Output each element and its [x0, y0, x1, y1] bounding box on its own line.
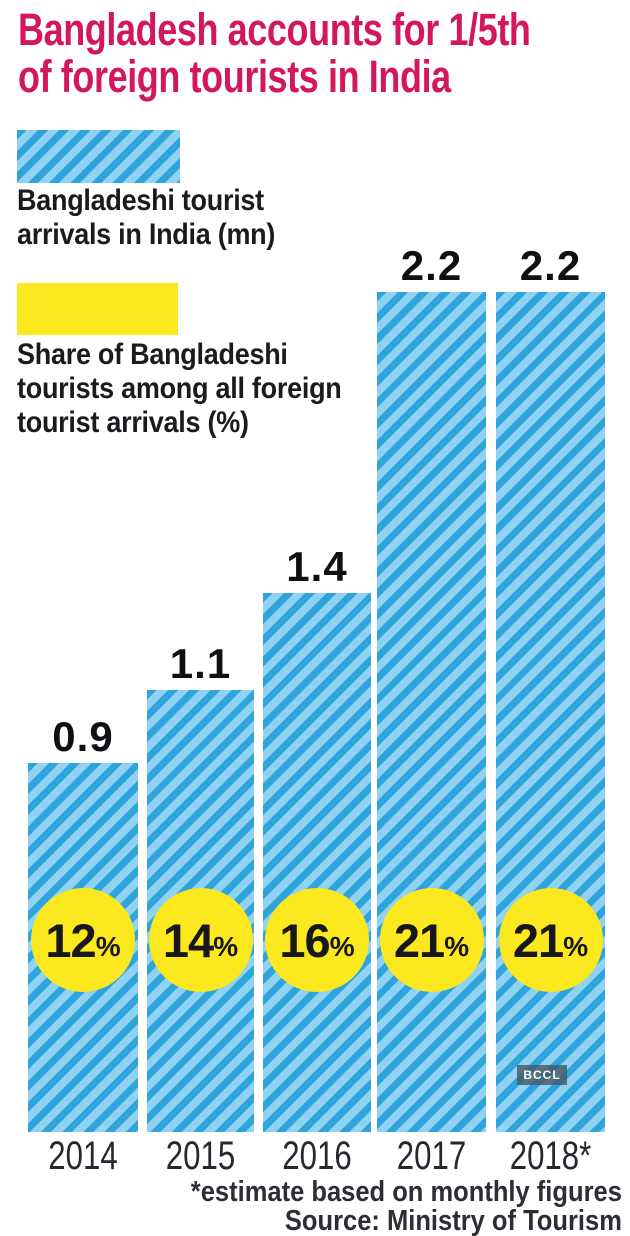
- percent-sign: %: [329, 931, 355, 962]
- share-value: 16: [279, 913, 330, 967]
- percent-sign: %: [95, 931, 121, 962]
- bar-value-label: 2.2: [519, 242, 582, 289]
- share-circle: 16%: [265, 888, 369, 992]
- source-line: Source: Ministry of Tourism: [285, 1205, 622, 1236]
- share-circle: 12%: [31, 888, 135, 992]
- legend-label-arrivals-line1: Bangladeshi tourist: [17, 184, 264, 217]
- legend-swatch-share: [17, 283, 178, 335]
- legend-label-share-line1: Share of Bangladeshi: [17, 338, 288, 371]
- footnote: *estimate based on monthly figures: [190, 1176, 622, 1208]
- year-label-2016: 2016: [282, 1134, 352, 1178]
- legend-label-share: Share of Bangladeshi tourists among all …: [17, 338, 342, 440]
- bar-value-label: 0.9: [52, 713, 114, 760]
- chart-footer: *estimate based on monthly figures Sourc…: [191, 1178, 622, 1236]
- share-value: 14: [162, 913, 214, 967]
- bccl-watermark: BCCL: [517, 1065, 567, 1085]
- bar-2017: [377, 292, 486, 1132]
- legend-label-share-line3: tourist arrivals (%): [17, 406, 249, 439]
- bar-2018: [496, 292, 605, 1132]
- percent-sign: %: [563, 931, 589, 962]
- share-circle: 21%: [498, 888, 603, 992]
- bar-2016: [263, 593, 371, 1132]
- share-value: 12: [45, 913, 96, 967]
- legend-label-arrivals: Bangladeshi tourist arrivals in India (m…: [17, 184, 275, 252]
- page-title-line1: Bangladesh accounts for 1/5th: [18, 4, 531, 55]
- bar-value-label: 2.2: [400, 242, 463, 289]
- percent-sign: %: [213, 931, 239, 962]
- legend-label-share-line2: tourists among all foreign: [17, 372, 342, 405]
- share-value: 21: [512, 913, 564, 967]
- page-title-line2: of foreign tourists in India: [18, 51, 451, 103]
- bar-value-label: 1.4: [286, 543, 348, 590]
- share-value: 21: [393, 913, 445, 967]
- share-circle: 14%: [148, 888, 253, 992]
- share-circle: 21%: [379, 888, 484, 992]
- year-label-2014: 2014: [48, 1134, 118, 1178]
- page-title: Bangladesh accounts for 1/5th of foreign…: [18, 6, 626, 101]
- percent-sign: %: [444, 931, 470, 962]
- bar-value-label: 1.1: [169, 640, 232, 687]
- legend-label-arrivals-line2: arrivals in India (mn): [17, 218, 276, 251]
- year-label-2018: 2018*: [509, 1134, 592, 1178]
- year-label-2015: 2015: [165, 1134, 236, 1178]
- legend-swatch-arrivals: [17, 130, 180, 183]
- year-label-2017: 2017: [396, 1134, 467, 1178]
